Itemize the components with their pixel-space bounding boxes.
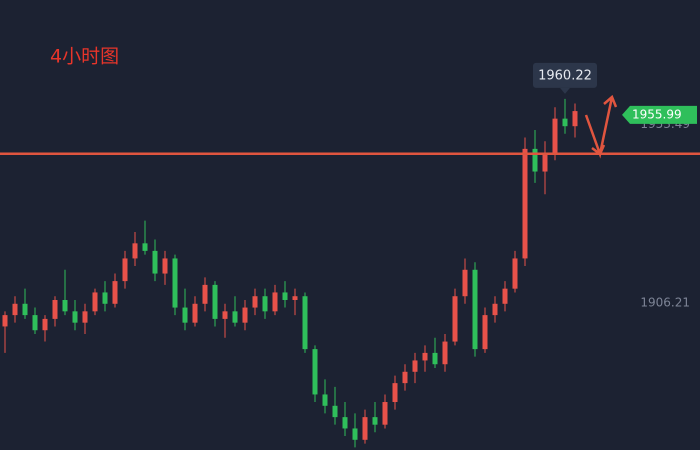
high-label-box	[533, 62, 597, 88]
candle-body	[462, 269, 468, 297]
candle-body	[342, 417, 348, 429]
candle-body	[422, 352, 428, 361]
candle-body	[102, 292, 108, 304]
candle-body	[532, 148, 538, 172]
candle-body	[262, 296, 268, 312]
candle-body	[162, 258, 168, 274]
candle-body	[192, 303, 198, 323]
candle-body	[172, 258, 178, 308]
candle-body	[362, 417, 368, 440]
y-tick-label: 1906.21	[640, 295, 690, 309]
candle-body	[222, 311, 228, 319]
candle-body	[442, 341, 448, 365]
candle-body	[402, 371, 408, 384]
last-price-label: 1955.99	[632, 107, 682, 121]
candle-body	[522, 148, 528, 259]
candle-body	[282, 292, 288, 300]
candle-body	[82, 311, 88, 323]
candle-body	[502, 288, 508, 304]
candle-body	[152, 250, 158, 274]
candle-body	[42, 318, 48, 331]
candle-body	[122, 258, 128, 282]
candle-body	[2, 315, 8, 327]
candle-body	[312, 349, 318, 395]
candle-body	[482, 315, 488, 350]
candle-body	[142, 243, 148, 251]
candle-body	[242, 307, 248, 323]
candle-body	[352, 428, 358, 440]
candle-body	[562, 118, 568, 127]
candle-body	[62, 300, 68, 312]
high-label: 1960.22	[538, 68, 592, 83]
candle-body	[202, 284, 208, 304]
candle-body	[492, 303, 498, 316]
candle-body	[512, 258, 518, 289]
candle-body	[12, 303, 18, 316]
high-label-pointer	[560, 87, 570, 94]
last-price-tag	[622, 105, 697, 124]
candle-body	[542, 152, 548, 172]
candle-body	[292, 296, 298, 300]
candle-body	[232, 311, 238, 323]
candle-body	[372, 417, 378, 425]
candle-body	[472, 269, 478, 350]
candle-body	[22, 303, 28, 316]
candle-body	[552, 118, 558, 153]
chart-title: 4小时图	[50, 46, 119, 68]
candle-body	[132, 243, 138, 259]
candle-body	[322, 394, 328, 406]
candle-body	[302, 296, 308, 350]
candle-body	[182, 307, 188, 323]
candle-body	[412, 360, 418, 372]
candle-body	[332, 405, 338, 418]
candle-body	[272, 292, 278, 312]
candle-body	[392, 383, 398, 403]
candle-body	[52, 300, 58, 319]
candle-body	[92, 292, 98, 312]
candle-body	[382, 402, 388, 425]
candle-body	[572, 111, 578, 127]
plot	[2, 98, 578, 448]
candle-body	[452, 296, 458, 342]
candle-body	[212, 284, 218, 319]
candle-body	[112, 281, 118, 304]
candle-body	[252, 296, 258, 308]
candle-body	[432, 352, 438, 365]
candle-body	[32, 315, 38, 331]
candle-body	[72, 311, 78, 323]
